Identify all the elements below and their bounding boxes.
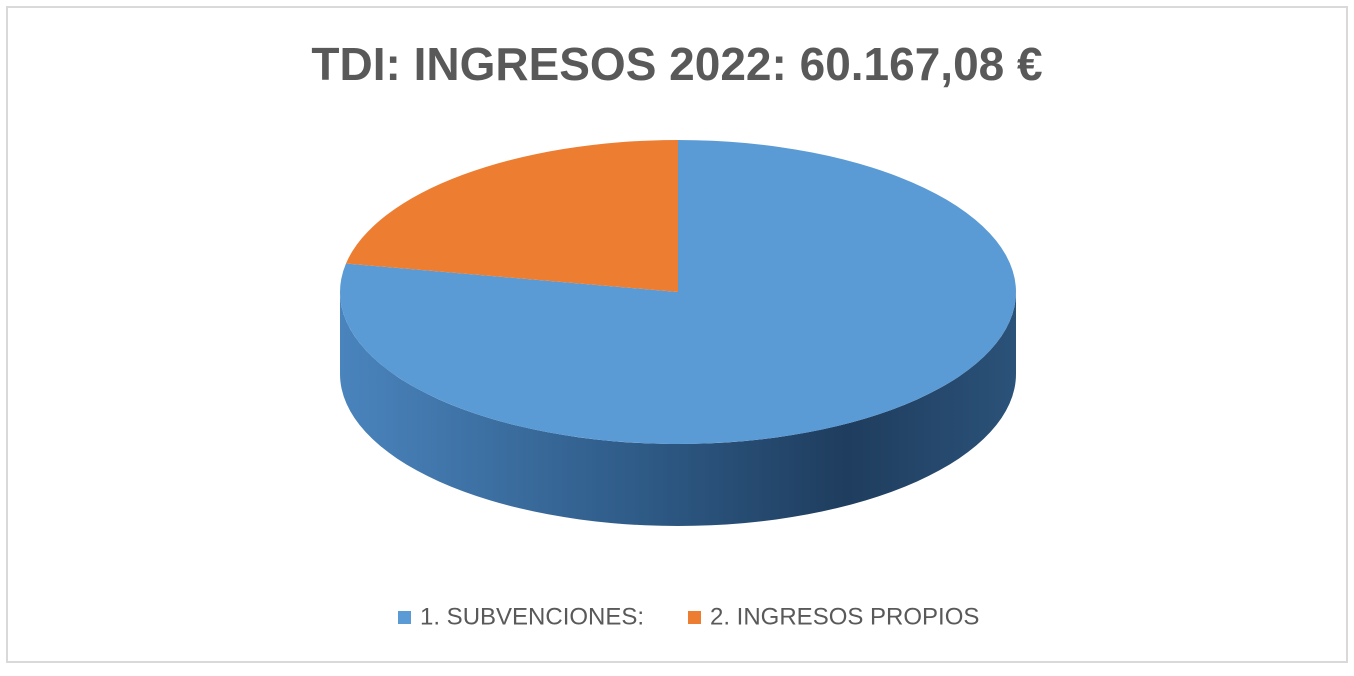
chart-title: TDI: INGRESOS 2022: 60.167,08 € [311, 38, 1042, 90]
legend-label: 2. INGRESOS PROPIOS [710, 603, 979, 630]
pie-slice [345, 140, 678, 292]
legend-swatch [398, 611, 411, 624]
legend-swatch [688, 611, 701, 624]
legend-label: 1. SUBVENCIONES: [420, 603, 644, 630]
pie-side [340, 292, 1016, 526]
